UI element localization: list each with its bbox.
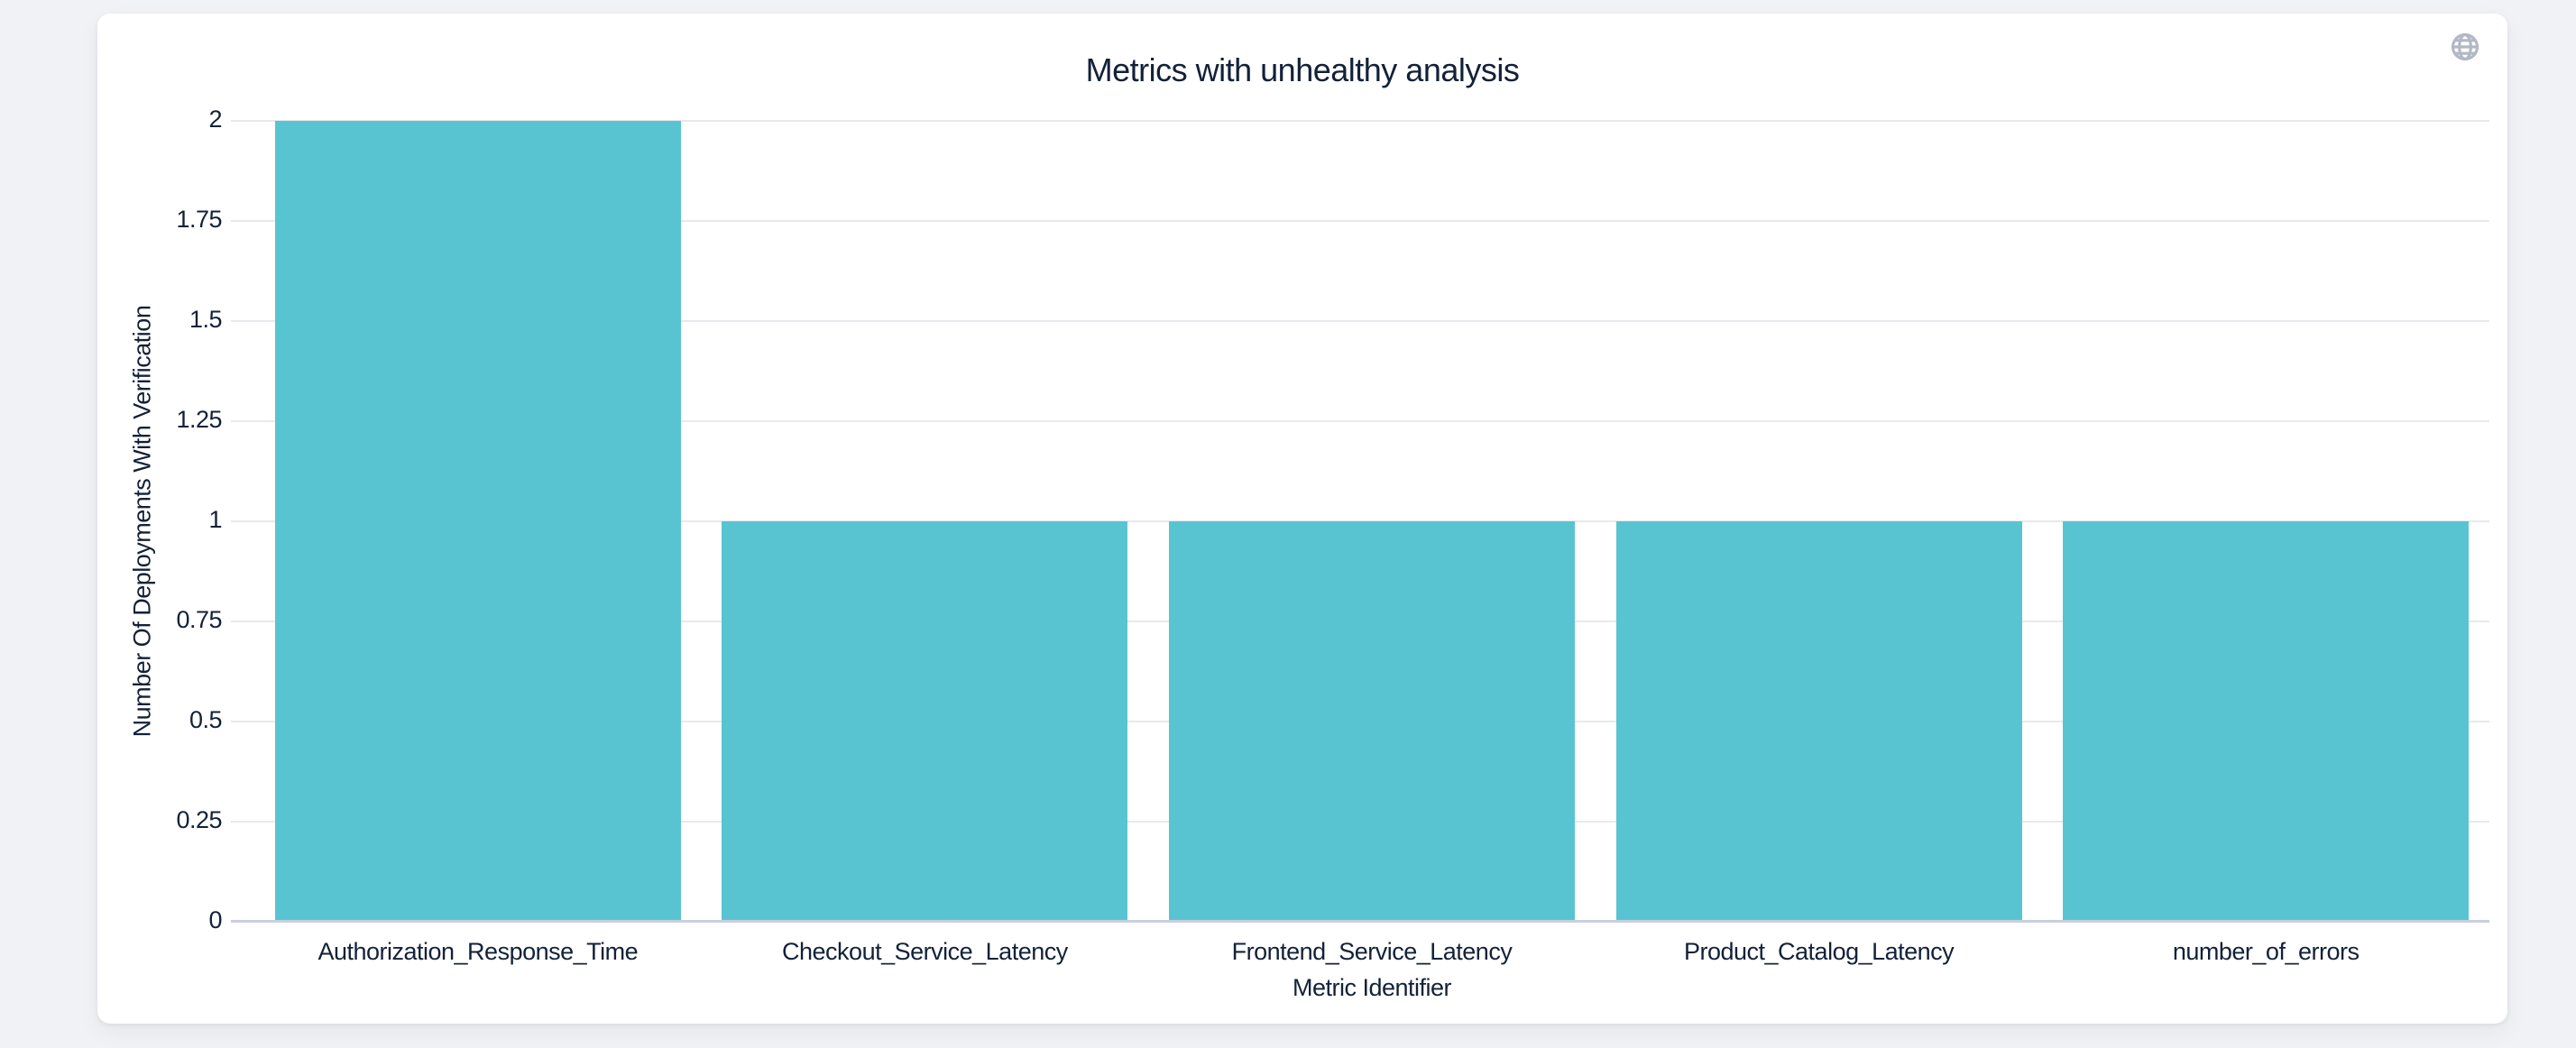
x-tick-labels: Authorization_Response_Time Checkout_Serv… (254, 938, 2489, 966)
y-tick-label: 1.5 (189, 306, 223, 333)
y-tick-label: 0.75 (176, 606, 222, 633)
y-tick-mark (231, 120, 254, 122)
globe-icon[interactable] (2449, 31, 2481, 63)
gridline (254, 220, 2489, 222)
y-tick-mark (231, 920, 254, 923)
gridline (254, 320, 2489, 322)
bar-Frontend_Service_Latency[interactable] (1168, 521, 1575, 922)
y-tick-label: 0.25 (176, 806, 222, 833)
y-tick-mark (231, 320, 254, 322)
chart-card: Metrics with unhealthy analysis 0 0.25 0.5… (97, 14, 2507, 1024)
y-tick-label: 1 (208, 506, 222, 533)
gridline (254, 120, 2489, 122)
bar-slot (1596, 121, 2043, 922)
bar-number_of_errors[interactable] (2063, 521, 2470, 922)
x-tick-label: Authorization_Response_Time (317, 938, 639, 965)
bars-layer (254, 121, 2489, 922)
bar-slot (254, 121, 702, 922)
bar-Authorization_Response_Time[interactable] (274, 121, 681, 922)
y-tick-mark (231, 821, 254, 823)
chart-title: Metrics with unhealthy analysis (1085, 51, 1520, 88)
bar-slot (2042, 121, 2489, 922)
y-tick-mark (231, 621, 254, 622)
y-tick-label: 1.75 (176, 206, 222, 233)
gridline (254, 420, 2489, 422)
x-axis-title: Metric Identifier (1292, 974, 1452, 1001)
x-tick-label: number_of_errors (2172, 938, 2360, 965)
y-tick-label: 1.25 (176, 406, 222, 433)
x-axis-baseline (254, 920, 2489, 923)
y-tick-mark (231, 520, 254, 522)
bar-Checkout_Service_Latency[interactable] (722, 521, 1128, 922)
y-tick-label: 0 (208, 906, 222, 933)
bar-Product_Catalog_Latency[interactable] (1615, 521, 2022, 922)
x-tick-label: Checkout_Service_Latency (782, 938, 1068, 965)
x-tick-label: Product_Catalog_Latency (1683, 938, 1955, 965)
y-axis-title: Number Of Deployments With Verification (128, 305, 156, 738)
y-tick-mark (231, 220, 254, 222)
y-tick-label: 0.5 (189, 706, 223, 733)
x-tick-label: Frontend_Service_Latency (1231, 938, 1513, 965)
y-tick-mark (231, 721, 254, 722)
bar-slot (702, 121, 1149, 922)
y-tick-label: 2 (208, 106, 222, 133)
y-tick-mark (231, 420, 254, 422)
bar-slot (1148, 121, 1596, 922)
plot-area: 0 0.25 0.5 0.75 1 1.25 1.5 1.75 2 Authorization_… (129, 106, 2489, 1001)
